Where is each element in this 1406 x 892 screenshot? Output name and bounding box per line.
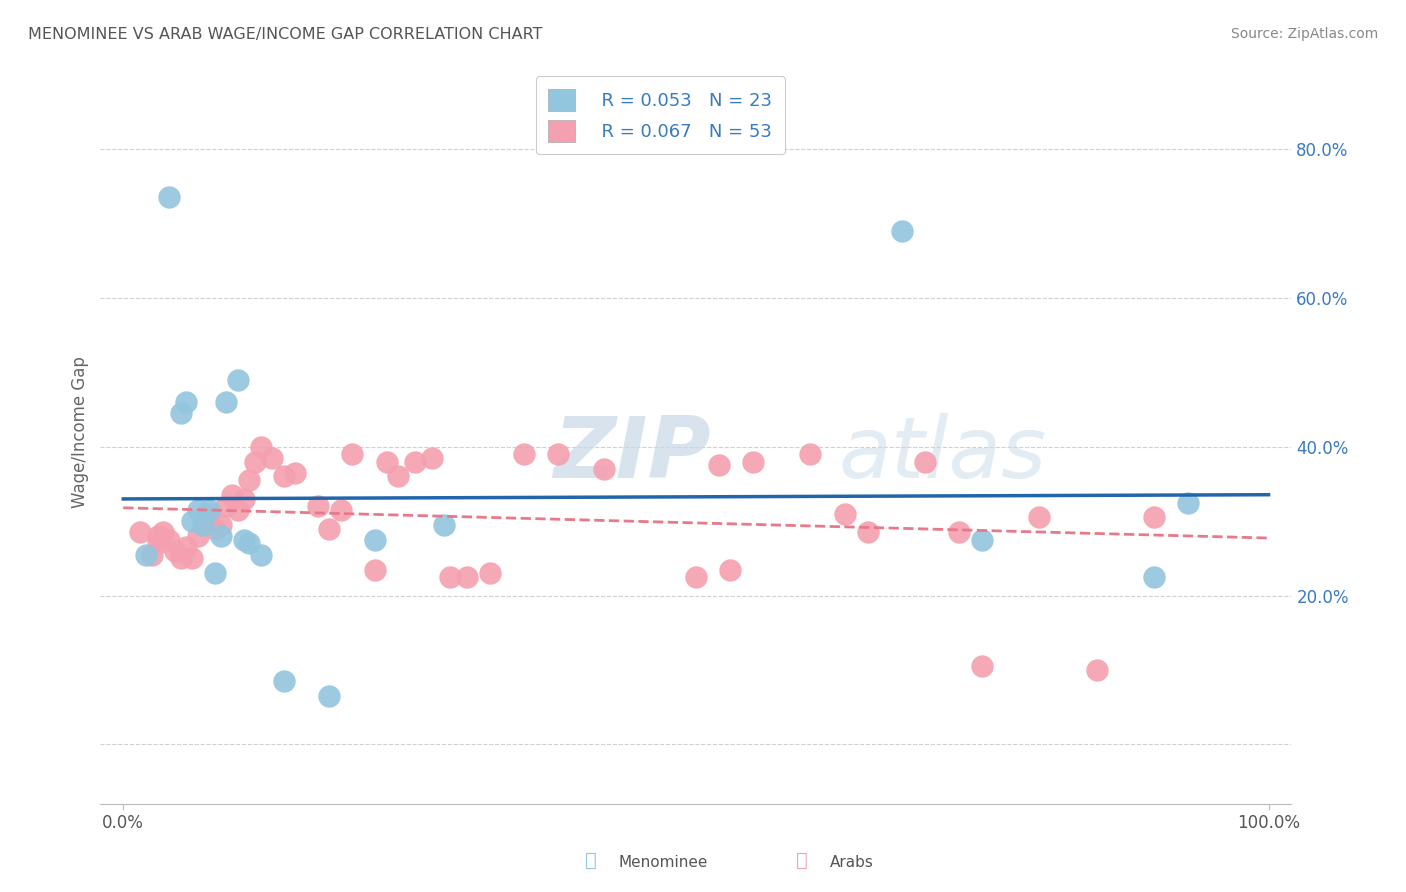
- Point: [364, 562, 387, 576]
- Point: [456, 570, 478, 584]
- Point: [174, 395, 197, 409]
- Point: [318, 689, 340, 703]
- Point: [169, 551, 191, 566]
- Point: [174, 540, 197, 554]
- Point: [215, 500, 238, 514]
- Point: [226, 373, 249, 387]
- Point: [914, 454, 936, 468]
- Point: [342, 447, 364, 461]
- Point: [307, 500, 329, 514]
- Point: [742, 454, 765, 468]
- Point: [181, 551, 204, 566]
- Y-axis label: Wage/Income Gap: Wage/Income Gap: [72, 356, 89, 508]
- Point: [209, 517, 232, 532]
- Point: [375, 454, 398, 468]
- Point: [439, 570, 461, 584]
- Point: [834, 507, 856, 521]
- Point: [262, 450, 284, 465]
- Point: [129, 525, 152, 540]
- Point: [157, 533, 180, 547]
- Point: [232, 491, 254, 506]
- Point: [198, 503, 221, 517]
- Point: [152, 525, 174, 540]
- Point: [284, 466, 307, 480]
- Text: Source: ZipAtlas.com: Source: ZipAtlas.com: [1230, 27, 1378, 41]
- Point: [187, 503, 209, 517]
- Point: [204, 522, 226, 536]
- Point: [209, 529, 232, 543]
- Point: [198, 507, 221, 521]
- Point: [141, 548, 163, 562]
- Point: [169, 406, 191, 420]
- Text: Arabs: Arabs: [830, 855, 873, 870]
- Point: [718, 562, 741, 576]
- Point: [513, 447, 536, 461]
- Point: [146, 536, 169, 550]
- Point: [146, 529, 169, 543]
- Point: [891, 224, 914, 238]
- Point: [135, 548, 157, 562]
- Text: Menominee: Menominee: [619, 855, 709, 870]
- Point: [215, 395, 238, 409]
- Point: [238, 473, 260, 487]
- Point: [273, 469, 295, 483]
- Point: [243, 454, 266, 468]
- Point: [318, 522, 340, 536]
- Point: [972, 659, 994, 673]
- Point: [238, 536, 260, 550]
- Point: [157, 190, 180, 204]
- Point: [799, 447, 821, 461]
- Point: [1028, 510, 1050, 524]
- Point: [547, 447, 569, 461]
- Point: [249, 440, 271, 454]
- Point: [249, 548, 271, 562]
- Point: [1143, 570, 1166, 584]
- Legend:   R = 0.053   N = 23,   R = 0.067   N = 53: R = 0.053 N = 23, R = 0.067 N = 53: [536, 76, 785, 154]
- Point: [948, 525, 970, 540]
- Point: [364, 533, 387, 547]
- Text: MENOMINEE VS ARAB WAGE/INCOME GAP CORRELATION CHART: MENOMINEE VS ARAB WAGE/INCOME GAP CORREL…: [28, 27, 543, 42]
- Point: [387, 469, 409, 483]
- Point: [204, 566, 226, 581]
- Point: [221, 488, 243, 502]
- Point: [593, 462, 616, 476]
- Point: [1085, 663, 1108, 677]
- Point: [226, 503, 249, 517]
- Point: [422, 450, 444, 465]
- Point: [1177, 495, 1199, 509]
- Point: [193, 517, 215, 532]
- Point: [193, 517, 215, 532]
- Point: [181, 514, 204, 528]
- Text: ⬜: ⬜: [796, 851, 807, 870]
- Point: [972, 533, 994, 547]
- Point: [273, 674, 295, 689]
- Point: [329, 503, 352, 517]
- Point: [1143, 510, 1166, 524]
- Point: [707, 458, 730, 473]
- Text: ⬜: ⬜: [585, 851, 596, 870]
- Point: [404, 454, 426, 468]
- Point: [856, 525, 879, 540]
- Text: atlas: atlas: [839, 413, 1047, 496]
- Point: [187, 529, 209, 543]
- Point: [433, 517, 456, 532]
- Point: [163, 544, 186, 558]
- Point: [232, 533, 254, 547]
- Text: ZIP: ZIP: [553, 413, 710, 496]
- Point: [478, 566, 501, 581]
- Point: [685, 570, 707, 584]
